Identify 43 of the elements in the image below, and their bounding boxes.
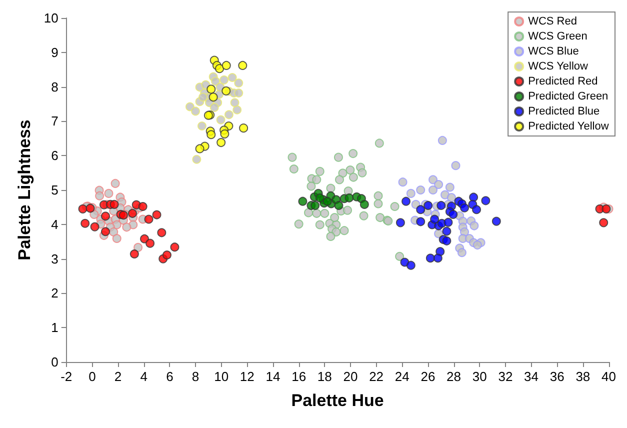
y-tick-label: 0 [51, 354, 58, 370]
x-tick-label: 36 [550, 369, 564, 384]
x-tick-label: 40 [602, 369, 616, 384]
legend-label: WCS Yellow [528, 60, 588, 72]
x-tick-label: 10 [214, 369, 229, 384]
legend-label: WCS Green [528, 30, 588, 42]
y-tick-label: 7 [51, 114, 58, 129]
x-tick-label: 32 [498, 369, 513, 384]
legend-label: Predicted Blue [528, 106, 600, 118]
x-tick-label: 16 [292, 369, 306, 384]
y-tick-label: 6 [51, 148, 58, 164]
y-axis-title: Palette Lightness [15, 120, 34, 260]
x-tick-label: 20 [343, 369, 358, 384]
x-tick-label: 26 [420, 369, 436, 384]
y-tick-label: 8 [51, 79, 58, 94]
x-tick-label: 14 [266, 369, 280, 384]
x-tick-label: 2 [114, 369, 122, 384]
x-tick-label: 30 [472, 369, 487, 384]
x-tick-label: 0 [88, 369, 96, 384]
x-tick-label: -2 [60, 369, 72, 384]
x-axis-title: Palette Hue [291, 391, 384, 410]
x-tick-label: 18 [317, 369, 332, 384]
x-tick-label: 6 [166, 369, 174, 384]
y-tick-label: 10 [44, 10, 58, 26]
x-tick-label: 28 [446, 369, 462, 384]
x-tick-label: 8 [192, 369, 200, 384]
legend-label: Predicted Green [528, 90, 608, 102]
legend-label: WCS Blue [528, 46, 579, 58]
y-tick-label: 4 [51, 216, 58, 232]
x-tick-label: 34 [524, 369, 539, 384]
y-tick-label: 2 [51, 286, 58, 301]
x-tick-label: 24 [394, 369, 410, 384]
x-tick-label: 38 [576, 369, 590, 384]
y-tick-label: 3 [51, 251, 58, 266]
x-tick-label: 22 [369, 369, 384, 384]
legend-label: WCS Red [528, 16, 577, 28]
legend-label: Predicted Red [528, 76, 598, 88]
x-tick-label: 12 [240, 369, 254, 384]
x-tick-label: 4 [140, 369, 148, 384]
legend-label: Predicted Yellow [528, 120, 609, 132]
y-tick-label: 9 [51, 44, 58, 60]
y-tick-label: 5 [51, 182, 58, 198]
y-tick-label: 1 [51, 320, 58, 336]
